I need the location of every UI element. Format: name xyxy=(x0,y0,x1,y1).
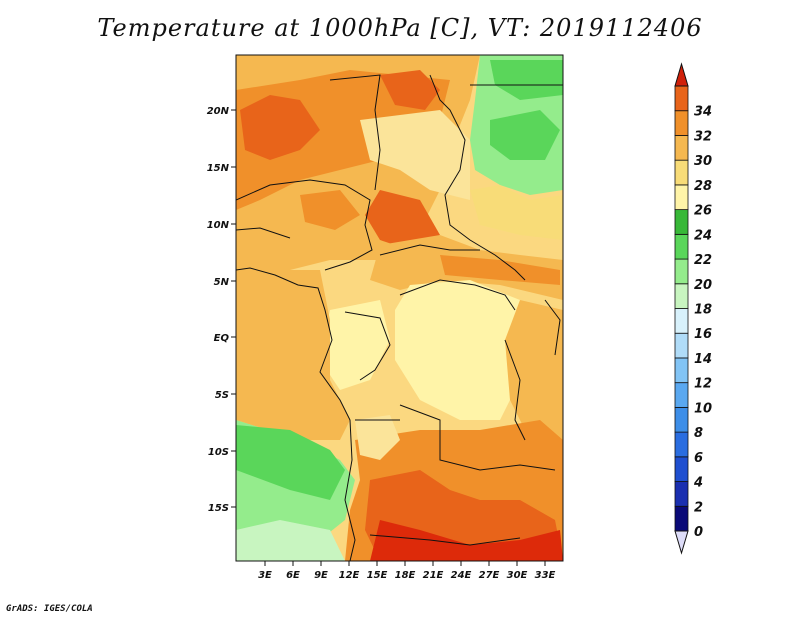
colorbar-swatch xyxy=(674,308,689,334)
lon-label: 21E xyxy=(423,570,444,581)
lon-label: 6E xyxy=(286,570,300,581)
lat-label: 20N xyxy=(207,106,230,117)
colorbar-label: 30 xyxy=(694,154,712,169)
lat-ticks: 20N 15N 10N 5N EQ 5S 10S 15S xyxy=(207,106,236,514)
colorbar-swatch xyxy=(674,357,689,384)
colorbar-swatch xyxy=(674,233,689,260)
lat-label: EQ xyxy=(214,333,230,344)
colorbar-label: 28 xyxy=(694,179,712,194)
lat-label: 15S xyxy=(208,503,229,514)
colorbar-swatch xyxy=(674,209,689,235)
colorbar-label: 2 xyxy=(694,500,703,515)
colorbar-swatch xyxy=(674,85,689,112)
colorbar-label: 0 xyxy=(694,525,703,540)
colorbar-swatch xyxy=(674,258,689,285)
colorbar-label: 12 xyxy=(694,377,712,392)
country-borders xyxy=(236,74,563,561)
lat-label: 10N xyxy=(207,220,230,231)
colorbar-swatch xyxy=(674,135,689,161)
lon-label: 18E xyxy=(395,570,416,581)
map-frame xyxy=(235,54,564,562)
colorbar-label: 26 xyxy=(694,204,712,219)
colorbar-swatch xyxy=(674,481,689,507)
colorbar-label: 22 xyxy=(694,253,712,268)
colorbar-over-arrow xyxy=(674,62,689,87)
lon-label: 9E xyxy=(314,570,328,581)
colorbar-under-arrow xyxy=(674,530,689,555)
colorbar-swatch xyxy=(674,456,689,482)
colorbar-swatch xyxy=(674,332,689,359)
lat-label: 5S xyxy=(215,390,229,401)
colorbar-label: 8 xyxy=(694,426,703,441)
lon-label: 3E xyxy=(258,570,272,581)
lat-label: 5N xyxy=(214,277,230,288)
colorbar-swatch xyxy=(674,110,689,136)
lon-label: 15E xyxy=(367,570,388,581)
colorbar-label: 32 xyxy=(694,129,712,144)
map-title: Temperature at 1000hPa [C], VT: 20191124… xyxy=(97,14,703,42)
colorbar-swatch xyxy=(674,431,689,458)
lat-label: 15N xyxy=(207,163,230,174)
colorbar-swatch xyxy=(674,505,689,532)
colorbar-swatch xyxy=(674,159,689,186)
lon-ticks: 3E 6E 9E 12E 15E 18E 21E 24E 27E 30E 33E xyxy=(258,561,556,581)
colorbar-swatch xyxy=(674,382,689,408)
colorbar-swatch xyxy=(674,184,689,211)
colorbar-label: 6 xyxy=(694,451,703,466)
colorbar-swatch xyxy=(674,406,689,433)
colorbar-label: 14 xyxy=(694,352,712,367)
colorbar-label: 18 xyxy=(694,303,712,318)
lon-label: 30E xyxy=(507,570,528,581)
colorbar-label: 16 xyxy=(694,327,712,342)
lon-label: 24E xyxy=(451,570,472,581)
grads-credit: GrADS: IGES/COLA xyxy=(6,604,93,614)
temperature-field xyxy=(236,55,563,561)
lon-label: 27E xyxy=(479,570,500,581)
colorbar-label: 24 xyxy=(694,228,712,243)
colorbar-label: 4 xyxy=(693,476,703,491)
lon-label: 33E xyxy=(535,570,556,581)
colorbar-label: 34 xyxy=(694,105,712,120)
colorbar-label: 10 xyxy=(694,401,712,416)
colorbar-swatch xyxy=(674,283,689,309)
lon-label: 12E xyxy=(339,570,360,581)
lat-label: 10S xyxy=(208,447,229,458)
colorbar-label: 20 xyxy=(694,278,712,293)
